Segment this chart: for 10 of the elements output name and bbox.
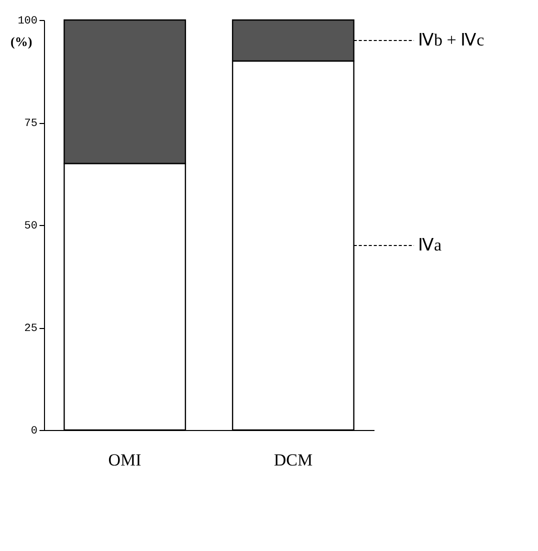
x-tick-label: OMI xyxy=(108,450,142,470)
y-tick-label: 100 xyxy=(18,16,38,28)
y-tick-label: 25 xyxy=(24,323,38,335)
legend-label: Ⅳb + Ⅳc xyxy=(418,30,485,50)
y-tick-label: 75 xyxy=(24,118,38,130)
legend-label: Ⅳa xyxy=(418,236,442,254)
y-tick-label: 50 xyxy=(24,220,38,232)
x-tick-label: DCM xyxy=(274,450,313,470)
y-axis-title: (%) xyxy=(10,34,32,50)
y-tick-label: 0 xyxy=(30,426,38,438)
